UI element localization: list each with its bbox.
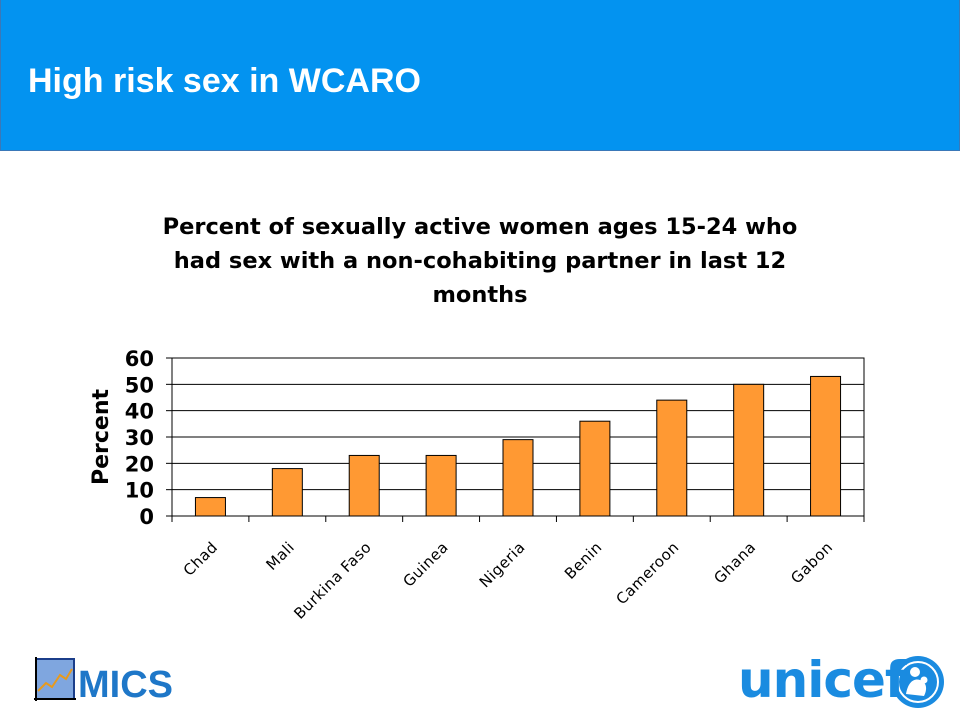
y-tick-label: 10 <box>125 479 154 503</box>
y-tick-label: 60 <box>125 347 154 371</box>
unicef-logo-text: unicef <box>738 651 907 709</box>
mics-logo-text: MICS <box>78 664 173 706</box>
unicef-logo <box>892 656 944 708</box>
bar-burkina-faso <box>348 454 380 517</box>
x-tick-label: Chad <box>180 538 222 580</box>
bar-benin <box>579 420 611 517</box>
bar-mali <box>271 468 303 517</box>
axes <box>166 357 865 522</box>
x-tick-label: Burkina Faso <box>290 538 375 623</box>
chart-title-line-2: had sex with a non-cohabiting partner in… <box>173 248 787 274</box>
y-tick-label: 30 <box>125 426 154 450</box>
mics-logo-trend-line <box>37 668 73 692</box>
y-tick-label: 0 <box>139 505 154 529</box>
bar-cameroon <box>656 399 688 517</box>
unicef-emblem-icon <box>892 656 944 708</box>
mics-logo <box>34 657 76 701</box>
x-tick-label: Ghana <box>710 538 759 587</box>
bar-guinea <box>425 454 457 517</box>
x-tick-label: Cameroon <box>612 538 682 608</box>
bar-gabon <box>810 375 842 517</box>
title-banner: High risk sex in WCARO <box>0 0 960 151</box>
y-axis-label: Percent <box>89 389 114 486</box>
chart-title-line-1: Percent of sexually active women ages 15… <box>162 214 798 240</box>
bar-ghana <box>733 383 765 517</box>
x-tick-label: Mali <box>262 538 298 574</box>
x-tick-label: Guinea <box>399 538 451 590</box>
x-tick-label: Nigeria <box>476 538 529 591</box>
chart-title: Percent of sexually active women ages 15… <box>120 210 840 312</box>
x-tick-label: Benin <box>561 538 606 583</box>
mics-logo-square <box>35 658 75 700</box>
y-tick-label: 20 <box>125 452 154 476</box>
chart-title-line-3: months <box>432 282 528 308</box>
x-tick-label: Gabon <box>787 538 836 587</box>
slide-title: High risk sex in WCARO <box>28 62 421 100</box>
y-tick-label: 50 <box>125 373 154 397</box>
bar-nigeria <box>502 439 534 517</box>
y-tick-label: 40 <box>125 400 154 424</box>
bar-chad <box>194 497 226 517</box>
bars <box>194 375 842 517</box>
